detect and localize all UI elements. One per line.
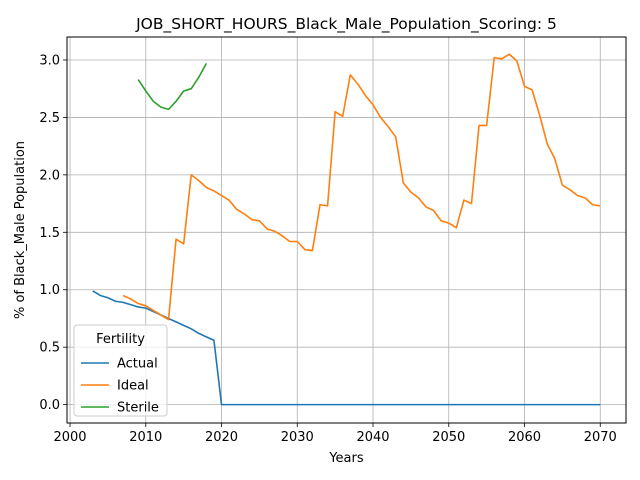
x-tick-label: 2030 (281, 430, 314, 445)
x-axis-label: Years (328, 451, 364, 466)
legend-label-sterile: Sterile (117, 401, 159, 416)
y-tick-label: 2.5 (39, 111, 60, 126)
x-tick-label: 2040 (356, 430, 389, 445)
series-line-sterile (137, 63, 208, 111)
legend: Fertility Actual Ideal Sterile (73, 324, 168, 417)
x-tick-label: 2070 (584, 430, 617, 445)
y-tick-label: 1.0 (39, 283, 60, 298)
x-tick-label: 2000 (53, 430, 86, 445)
legend-label-actual: Actual (117, 357, 158, 372)
y-axis-label: % of Black_Male Population (13, 141, 28, 319)
legend-label-ideal: Ideal (117, 379, 149, 394)
series-line-ideal (122, 53, 601, 321)
y-tick-label: 2.0 (39, 168, 60, 183)
x-axis-ticks: 2000 2010 2020 2030 2040 2050 2060 2070 (53, 423, 617, 445)
y-tick-label: 0.0 (39, 398, 60, 413)
series-line-actual (92, 290, 601, 406)
y-tick-label: 0.5 (39, 341, 60, 356)
chart-title: JOB_SHORT_HOURS_Black_Male_Population_Sc… (135, 15, 557, 34)
plot-frame (66, 36, 627, 424)
y-axis-ticks: 0.0 0.5 1.0 1.5 2.0 2.5 3.0 (39, 53, 67, 413)
y-tick-label: 1.5 (39, 226, 60, 241)
legend-title: Fertility (96, 332, 145, 347)
series-lines (92, 53, 601, 406)
x-tick-label: 2010 (129, 430, 162, 445)
x-tick-label: 2020 (205, 430, 238, 445)
y-tick-label: 3.0 (39, 53, 60, 68)
x-tick-label: 2050 (432, 430, 465, 445)
legend-box (73, 324, 168, 417)
x-tick-label: 2060 (508, 430, 541, 445)
